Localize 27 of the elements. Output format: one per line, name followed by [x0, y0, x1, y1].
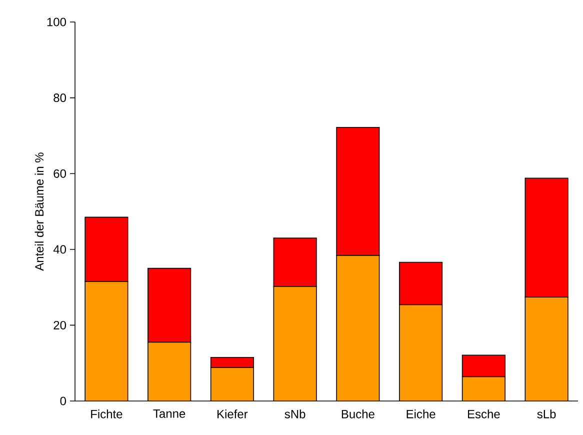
- y-tick-label: 40: [53, 245, 66, 254]
- bar: [210, 368, 254, 401]
- y-tick-label: 100: [47, 18, 66, 26]
- bar: [85, 282, 128, 401]
- bar: [399, 304, 442, 401]
- y-tick-label: 80: [54, 94, 66, 102]
- x-tick-label: Esche: [468, 410, 500, 418]
- bar: [462, 376, 506, 401]
- x-tick-label: Tanne: [153, 410, 186, 418]
- bar: [210, 357, 254, 368]
- bar: [274, 286, 316, 401]
- x-tick-label: sNb: [284, 410, 306, 418]
- x-tick-label: Kiefer: [218, 410, 248, 418]
- y-axis-title: Anteil der Bäume in %: [34, 152, 44, 271]
- bar: [462, 354, 506, 378]
- bar: [524, 296, 568, 401]
- bar: [399, 262, 443, 306]
- y-tick-label: 20: [54, 320, 66, 330]
- y-tick-label: 60: [54, 169, 66, 178]
- bar: [336, 255, 380, 401]
- bar: [148, 268, 192, 343]
- x-tick-label: Eiche: [406, 410, 436, 418]
- bar: [148, 342, 191, 401]
- x-tick-label: Buche: [342, 410, 374, 418]
- y-tick-label: 0: [60, 396, 66, 406]
- x-tick-label: Fichte: [91, 410, 122, 418]
- x-tick-label: sLb: [537, 410, 556, 418]
